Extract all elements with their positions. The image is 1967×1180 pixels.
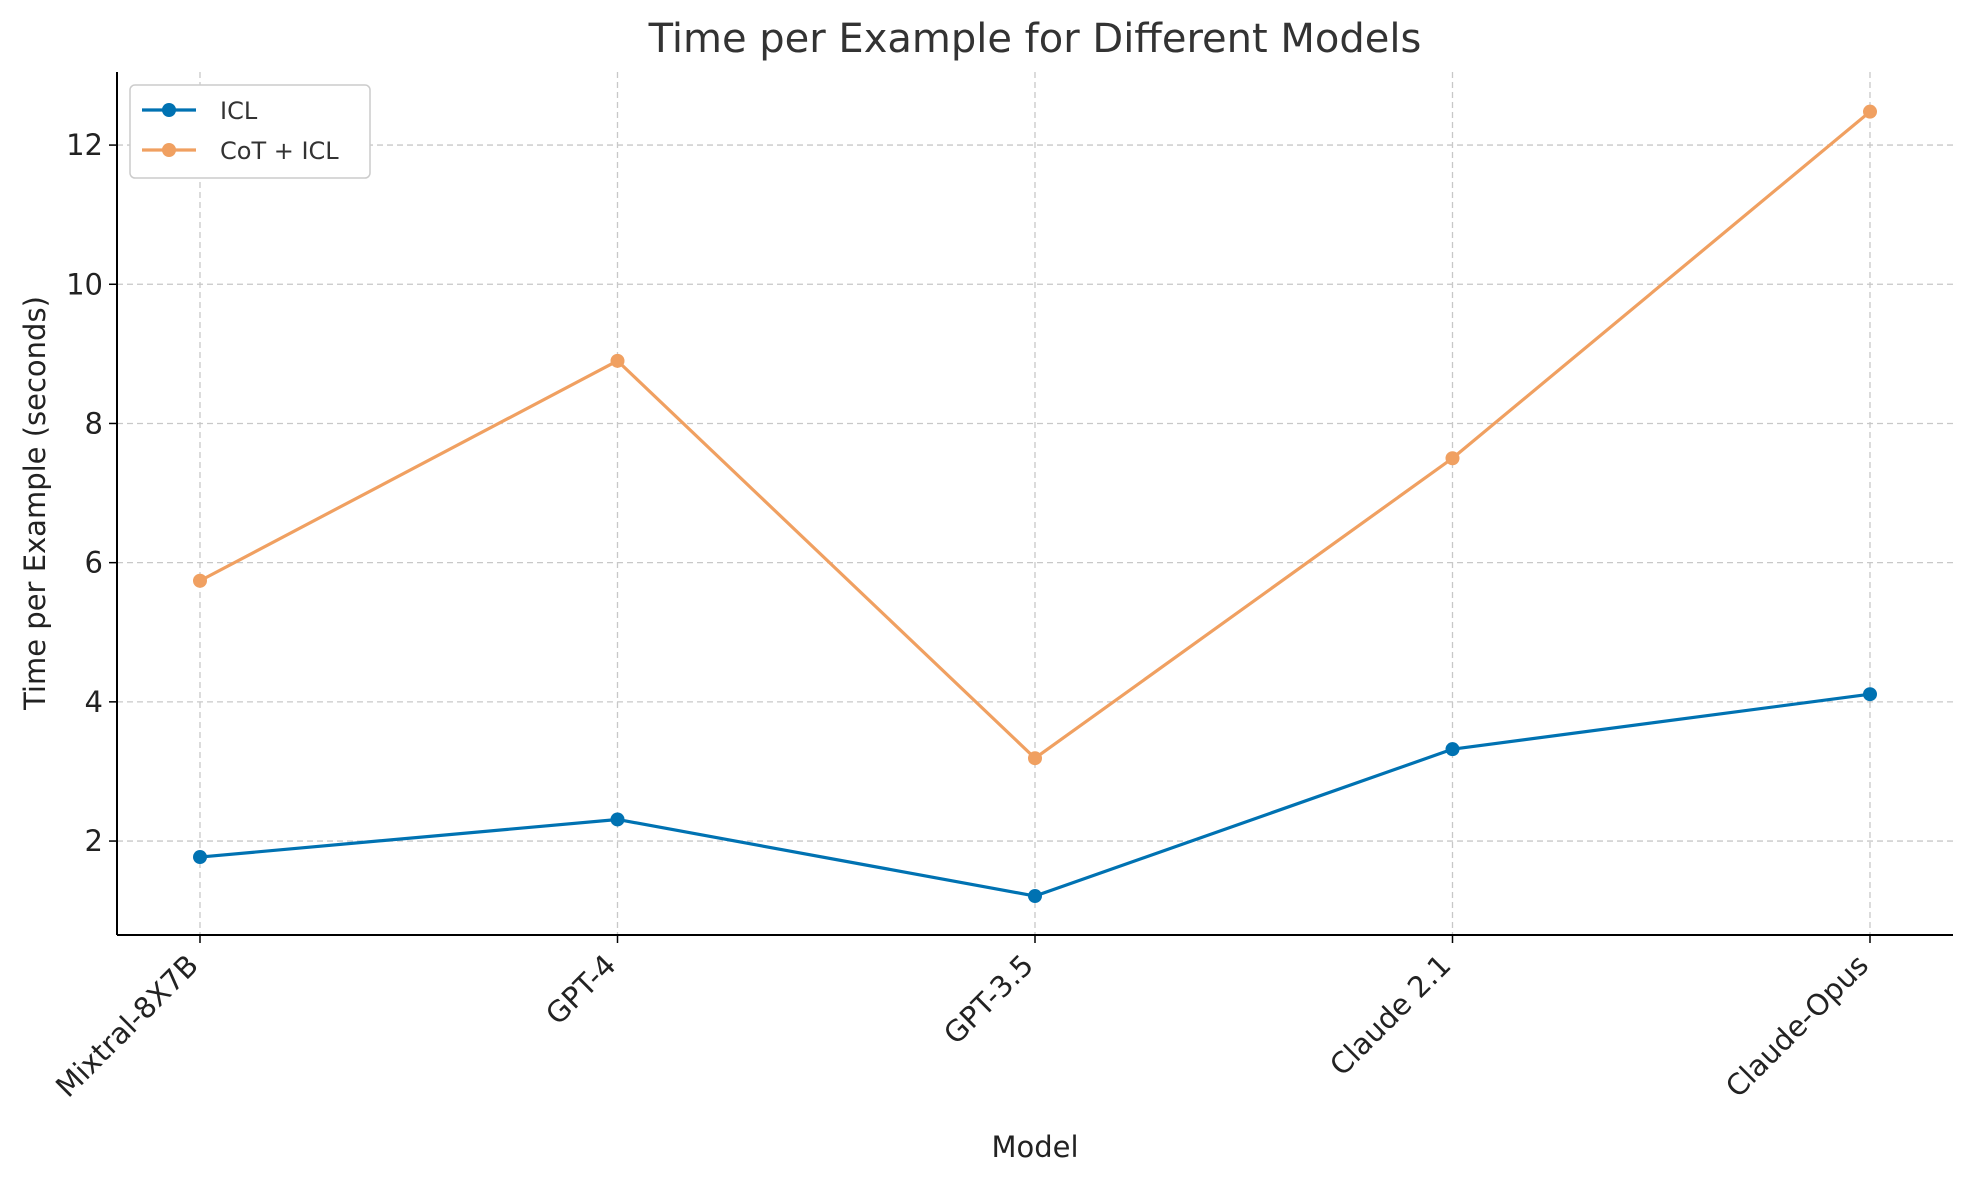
series-0 xyxy=(193,687,1877,904)
y-tick-label: 2 xyxy=(85,824,103,858)
data-point xyxy=(1863,687,1877,702)
data-point xyxy=(610,812,625,827)
y-tick-label: 6 xyxy=(85,546,103,580)
data-point xyxy=(610,353,625,368)
data-point xyxy=(1028,751,1042,766)
x-tick-label: Mixtral-8X7B xyxy=(49,948,205,1104)
y-axis-ticks: 2 4 6 8 10 12 xyxy=(66,128,117,858)
x-tick-label: Claude-Opus xyxy=(1719,948,1875,1104)
series-1 xyxy=(193,104,1877,766)
y-tick-label: 10 xyxy=(66,267,103,301)
data-point xyxy=(193,850,207,865)
y-axis-label: Time per Example (seconds) xyxy=(18,296,52,711)
y-tick-label: 4 xyxy=(85,685,103,719)
data-point xyxy=(1028,889,1042,904)
x-tick-label: GPT-4 xyxy=(539,948,622,1031)
y-tick-label: 8 xyxy=(85,406,103,440)
x-axis-label: Model xyxy=(991,1130,1078,1164)
data-point xyxy=(193,573,207,588)
legend: ICL CoT + ICL xyxy=(129,84,371,179)
data-point xyxy=(1863,104,1877,119)
legend-label: ICL xyxy=(220,97,258,125)
chart-title: Time per Example for Different Models xyxy=(648,16,1422,62)
legend-marker xyxy=(162,143,176,157)
legend-item: ICL xyxy=(142,97,258,125)
x-axis-ticks: Mixtral-8X7B GPT-4 GPT-3.5 Claude 2.1 Claude… xyxy=(49,935,1875,1104)
grid-lines xyxy=(117,72,1953,935)
legend-label: CoT + ICL xyxy=(220,137,339,165)
x-tick-label: GPT-3.5 xyxy=(937,948,1040,1051)
legend-marker xyxy=(162,103,176,117)
data-point xyxy=(1445,742,1460,757)
legend-box xyxy=(129,84,371,179)
data-point xyxy=(1445,451,1460,466)
series-layer xyxy=(193,104,1877,904)
legend-item: CoT + ICL xyxy=(142,137,339,165)
x-tick-label: Claude 2.1 xyxy=(1323,948,1457,1082)
y-tick-label: 12 xyxy=(66,128,103,162)
